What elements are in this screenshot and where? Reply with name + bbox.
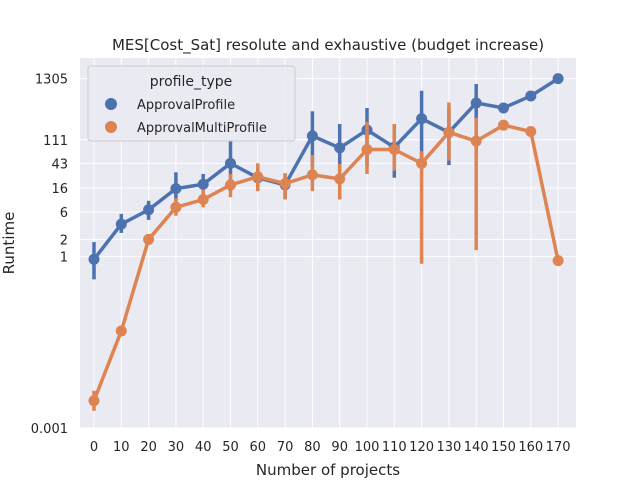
data-point — [334, 173, 346, 185]
x-tick-label: 100 — [355, 440, 380, 455]
data-point — [443, 126, 455, 138]
data-point — [252, 171, 264, 183]
data-point — [170, 201, 182, 213]
chart-title: MES[Cost_Sat] resolute and exhaustive (b… — [112, 36, 544, 55]
data-point — [225, 157, 236, 169]
legend-marker-approvalmultiprofile — [105, 121, 117, 133]
series-approvalmultiprofile — [88, 102, 564, 411]
data-point — [416, 157, 428, 169]
data-point — [552, 255, 564, 267]
data-point — [225, 179, 236, 191]
x-tick-labels: 0 10 20 30 40 50 60 70 80 90 100 110 120 130 140 150 160… — [90, 440, 571, 455]
x-tick-label: 60 — [250, 440, 267, 455]
data-point — [115, 325, 127, 337]
data-point — [470, 135, 482, 147]
data-point — [170, 183, 182, 195]
x-tick-label: 160 — [518, 440, 543, 455]
data-point — [197, 194, 209, 206]
x-tick-label: 40 — [195, 440, 212, 455]
data-point — [416, 113, 428, 125]
x-tick-label: 0 — [90, 440, 98, 455]
y-axis-label: Runtime — [0, 212, 18, 275]
data-point — [306, 169, 318, 181]
y-tick-label: 43 — [51, 157, 68, 172]
data-point — [197, 178, 209, 190]
x-tick-label: 20 — [140, 440, 157, 455]
x-tick-label: 90 — [331, 440, 348, 455]
x-tick-label: 30 — [168, 440, 185, 455]
data-point — [498, 102, 509, 114]
legend-title: profile_type — [150, 74, 233, 90]
x-tick-label: 120 — [409, 440, 434, 455]
data-point — [525, 90, 537, 102]
data-point — [334, 142, 346, 154]
x-tick-label: 10 — [113, 440, 130, 455]
x-tick-label: 150 — [491, 440, 516, 455]
x-axis-label: Number of projects — [256, 461, 400, 479]
x-tick-label: 170 — [546, 440, 571, 455]
y-tick-label: 6 — [60, 206, 68, 221]
legend-marker-approvalprofile — [105, 98, 117, 110]
x-tick-label: 80 — [304, 440, 321, 455]
data-point — [143, 233, 155, 245]
x-tick-label: 70 — [277, 440, 294, 455]
legend-label-approvalprofile: ApprovalProfile — [137, 98, 235, 113]
x-tick-label: 50 — [222, 440, 239, 455]
data-point — [88, 395, 100, 407]
data-point — [279, 178, 291, 190]
y-tick-label: 16 — [51, 182, 68, 197]
y-tick-label: 1305 — [35, 73, 68, 88]
x-tick-label: 110 — [382, 440, 407, 455]
data-point — [143, 204, 155, 216]
data-point — [525, 126, 537, 138]
legend: profile_type ApprovalProfile ApprovalMul… — [87, 65, 296, 142]
data-point — [88, 253, 100, 265]
y-tick-label: 1 — [60, 251, 68, 266]
y-tick-label: 111 — [43, 134, 68, 149]
y-tick-label: 0.001 — [31, 422, 68, 437]
data-point — [470, 97, 482, 109]
series-layer — [88, 73, 564, 411]
x-tick-label: 130 — [436, 440, 461, 455]
x-tick-label: 140 — [464, 440, 489, 455]
data-point — [115, 218, 127, 230]
legend-box — [87, 65, 296, 142]
y-tick-labels: 0.001 1 2 6 16 43 111 1305 — [31, 73, 68, 437]
data-point — [306, 130, 318, 142]
data-point — [498, 119, 509, 131]
data-point — [552, 73, 564, 85]
data-point — [388, 144, 400, 156]
y-tick-label: 2 — [60, 233, 68, 248]
legend-label-approvalmultiprofile: ApprovalMultiProfile — [137, 121, 267, 136]
data-point — [361, 144, 373, 156]
